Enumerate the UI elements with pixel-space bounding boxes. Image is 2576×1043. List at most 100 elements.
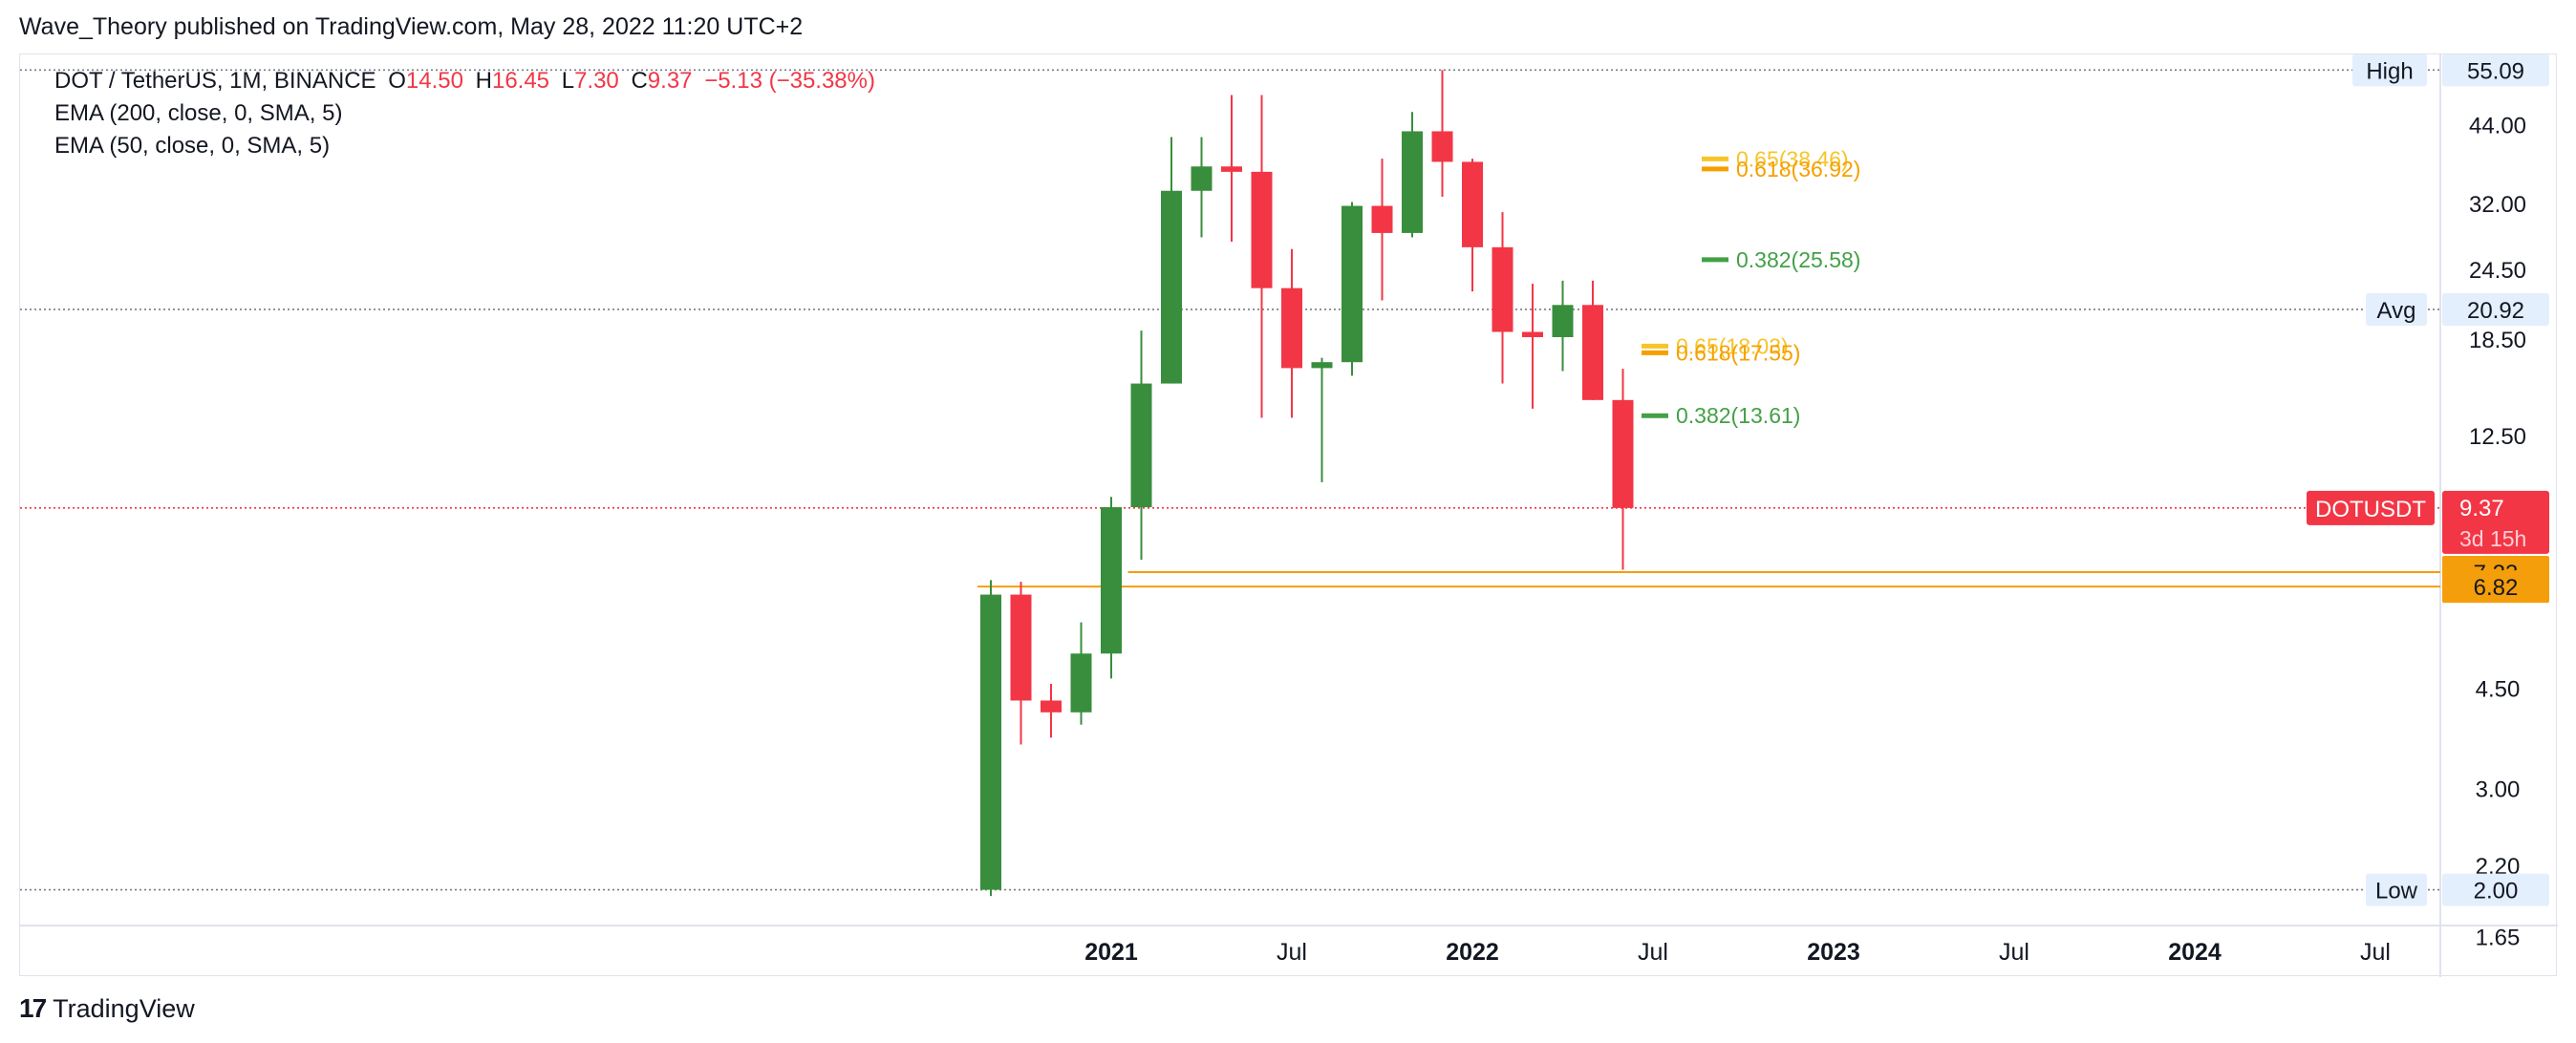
stat-tag-low [2366, 873, 2427, 906]
fib-level-label: 0.65(38.46) [1736, 146, 1849, 171]
support-axis-label [2442, 570, 2549, 604]
stat-axis-value: 55.09 [2467, 58, 2524, 84]
price-axis-tick: 32.00 [2469, 192, 2526, 218]
candle-body [1221, 166, 1242, 172]
support-axis-value: 6.82 [2474, 575, 2519, 601]
candle-body [1371, 205, 1393, 233]
change-value: −5.13 (−35.38%) [704, 68, 875, 94]
time-axis-tick: Jul [1999, 939, 2029, 966]
price-axis-tick: 1.65 [2476, 925, 2521, 950]
high-value: H16.45 [475, 68, 550, 94]
stat-axis-value: 2.00 [2474, 879, 2519, 905]
symbol-name[interactable]: DOT / TetherUS, 1M, BINANCE [54, 68, 376, 94]
candle-2021-02 [1161, 137, 1182, 384]
candle-2020-10 [1041, 683, 1062, 738]
candle-body [1522, 331, 1543, 337]
candle-2020-12 [1101, 497, 1122, 679]
symbol-price-tag [2307, 490, 2435, 525]
candle-2020-11 [1070, 622, 1092, 725]
last-price-value: 9.37 [2459, 496, 2504, 522]
last-price-label [2442, 490, 2549, 554]
symbol-header: DOT / TetherUS, 1M, BINANCE O14.50 H16.4… [54, 68, 881, 95]
candle-body [1311, 362, 1333, 369]
fib-level-label: 0.618(36.92) [1736, 157, 1860, 181]
candle-body [1342, 205, 1363, 363]
stat-axis-label [2442, 873, 2549, 906]
ema-50-legend[interactable]: EMA (50, close, 0, SMA, 5) [54, 133, 331, 159]
candle-body [1041, 700, 1062, 713]
stat-axis-value: 20.92 [2467, 298, 2524, 324]
candle-2021-06 [1281, 248, 1302, 418]
candle-body [1612, 399, 1634, 508]
chart-frame[interactable]: USDT60.0044.0032.0024.5018.5012.504.503.… [19, 53, 2558, 977]
price-axis-tick: 18.50 [2469, 328, 2526, 353]
price-axis-tick: 12.50 [2469, 424, 2526, 450]
stat-tag-label: High [2366, 58, 2413, 84]
candle-2021-03 [1191, 137, 1213, 238]
candle-body [1191, 166, 1213, 191]
candle-body [1161, 190, 1182, 384]
candle-body [1552, 305, 1574, 337]
candle-2022-02 [1522, 284, 1543, 409]
candle-2021-09 [1371, 159, 1393, 301]
time-axis-tick: 2024 [2168, 939, 2222, 966]
fib-level-label: 0.618(17.55) [1676, 340, 1800, 365]
candle-2021-05 [1251, 95, 1273, 418]
time-axis-tick: 2022 [1446, 939, 1499, 966]
candle-2022-01 [1492, 212, 1513, 384]
candle-body [1101, 507, 1122, 654]
time-axis-tick: 2021 [1084, 939, 1138, 966]
countdown-value: 3d 15h [2459, 526, 2526, 551]
stat-tag-label: Low [2375, 879, 2418, 905]
price-axis-tick: 44.00 [2469, 114, 2526, 139]
candle-2020-09 [1010, 582, 1032, 745]
publisher-line: Wave_Theory published on TradingView.com… [19, 13, 804, 40]
open-value: O14.50 [388, 68, 463, 94]
candle-body [1281, 287, 1302, 369]
candle-body [1431, 131, 1453, 162]
footer-brand[interactable]: TradingView [53, 993, 195, 1023]
candle-2021-04 [1221, 95, 1242, 243]
candle-body [1462, 161, 1483, 247]
candle-body [1582, 305, 1603, 400]
candle-2021-10 [1402, 112, 1423, 238]
candle-body [980, 594, 1001, 890]
candle-2022-04 [1582, 280, 1603, 400]
stat-tag-avg [2366, 292, 2427, 326]
candle-body [1251, 171, 1273, 288]
time-axis-tick: Jul [2360, 939, 2391, 966]
candle-2022-03 [1552, 280, 1574, 372]
stat-tag-label: Avg [2377, 298, 2416, 324]
ema-200-legend[interactable]: EMA (200, close, 0, SMA, 5) [54, 100, 343, 126]
time-axis-tick: Jul [1638, 939, 1668, 966]
footer: 17 TradingView [19, 993, 195, 1024]
candle-2021-01 [1130, 330, 1152, 561]
candle-body [1070, 653, 1092, 713]
tradingview-logo-icon[interactable]: 17 [19, 993, 47, 1023]
time-axis-tick: Jul [1277, 939, 1307, 966]
price-axis-tick: 3.00 [2476, 777, 2521, 803]
candle-2021-11 [1431, 70, 1453, 197]
candle-body [1492, 246, 1513, 332]
stat-axis-label [2442, 54, 2549, 87]
price-axis-tick: 4.50 [2476, 677, 2521, 703]
fib-level-label: 0.65(18.03) [1676, 333, 1789, 358]
close-value: C9.37 [631, 68, 693, 94]
candle-2021-12 [1462, 159, 1483, 292]
stat-axis-label [2442, 292, 2549, 326]
price-chart[interactable]: USDT60.0044.0032.0024.5018.5012.504.503.… [20, 54, 2558, 977]
low-value: L7.30 [561, 68, 619, 94]
candle-2021-07 [1311, 357, 1333, 482]
candle-2020-08 [980, 580, 1001, 897]
fib-level-label: 0.382(13.61) [1676, 403, 1800, 428]
stat-tag-high [2352, 54, 2427, 87]
candle-2022-05 [1612, 369, 1634, 570]
fib-level-label: 0.382(25.58) [1736, 247, 1860, 272]
price-axis-tick: 24.50 [2469, 258, 2526, 284]
candle-2021-08 [1342, 202, 1363, 376]
candle-body [1010, 594, 1032, 701]
candle-body [1130, 383, 1152, 508]
symbol-price-tag-label: DOTUSDT [2315, 497, 2426, 522]
time-axis-tick: 2023 [1807, 939, 1860, 966]
candle-body [1402, 131, 1423, 233]
